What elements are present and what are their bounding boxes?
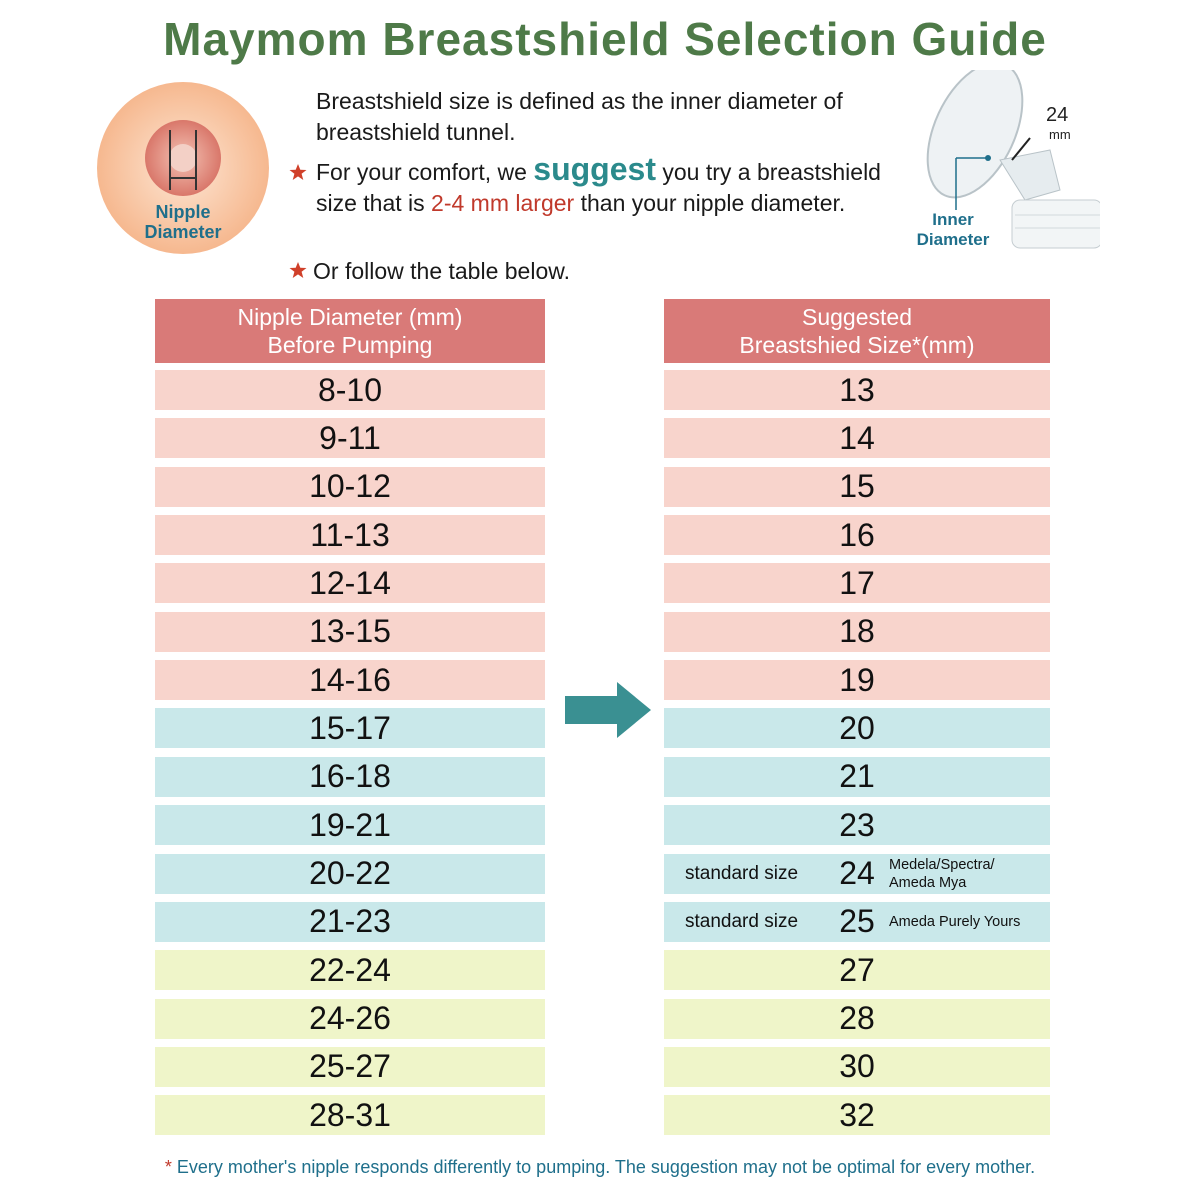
star-icon: [289, 262, 307, 278]
size-cell: 13: [664, 370, 1050, 410]
header-line: Nipple Diameter (mm): [237, 304, 463, 330]
nipple-cell: 8-10: [155, 370, 545, 410]
size: 21: [839, 758, 875, 795]
shield-unit: mm: [1049, 127, 1071, 142]
header-line: Breastshied Size*(mm): [739, 332, 975, 358]
size-label: standard size: [685, 862, 799, 884]
tip-2: Or follow the table below.: [313, 258, 570, 284]
size-cell: 25 standard size Ameda Purely Yours: [664, 901, 1050, 942]
size-cell: 19: [664, 660, 1050, 701]
footnote-text: Every mother's nipple responds different…: [176, 1157, 1036, 1177]
size: 24: [839, 855, 875, 891]
size: 23: [839, 806, 875, 843]
size: 17: [839, 564, 875, 601]
nipple-cell: 24-26: [155, 998, 545, 1039]
nipple-cell: 14-16: [155, 660, 545, 701]
nipple-cell: 13-15: [155, 611, 545, 652]
title: Maymom Breastshield Selection Guide: [163, 13, 1047, 65]
size: 14: [839, 419, 875, 456]
left-header: Nipple Diameter (mm) Before Pumping: [155, 299, 545, 363]
tip-text: than your nipple diameter.: [580, 190, 846, 216]
footnote: * Every mother's nipple responds differe…: [0, 1157, 1200, 1178]
size-cell: 27: [664, 950, 1050, 991]
size-cell: 18: [664, 611, 1050, 652]
size-label: standard size: [685, 910, 799, 932]
size: 19: [839, 661, 875, 698]
nipple-label: Nipple Diameter: [144, 202, 222, 242]
size-cell: 15: [664, 466, 1050, 507]
nipple-cell: 28-31: [155, 1095, 545, 1136]
size-cell: 21: [664, 756, 1050, 797]
emphasis: suggest: [533, 151, 656, 187]
nipple-cell: 19-21: [155, 805, 545, 846]
size-cell: 32: [664, 1095, 1050, 1136]
size-cell: 20: [664, 708, 1050, 749]
nipple-cell: 21-23: [155, 901, 545, 942]
size: 15: [839, 468, 875, 505]
shield-size: 24: [1046, 104, 1069, 126]
nipple-cell: 16-18: [155, 756, 545, 797]
nipple-cell: 20-22: [155, 853, 545, 894]
size-cell: 24 standard size Medela/Spectra/Ameda Mya: [664, 853, 1050, 894]
brand-line: Ameda Mya: [889, 874, 967, 891]
size: 32: [839, 1096, 875, 1133]
size-cell: 28: [664, 998, 1050, 1039]
nipple-cell: 10-12: [155, 466, 545, 507]
brand-line: Ameda Purely Yours: [889, 913, 1021, 930]
brand: Medela/Spectra/Ameda Mya: [889, 856, 995, 892]
nipple-cell: 25-27: [155, 1046, 545, 1087]
header-line: Suggested: [802, 304, 912, 330]
tip: For your comfort, we suggest you try a b…: [316, 151, 886, 219]
nipple-cell: 12-14: [155, 563, 545, 604]
footnote-mark: *: [164, 1157, 172, 1177]
tip-text: For your comfort, we: [316, 159, 527, 185]
inner-label: Inner Diameter: [916, 210, 990, 249]
size-cell: 23: [664, 805, 1050, 846]
size-cell: 16: [664, 515, 1050, 556]
size: 27: [839, 951, 875, 988]
size: 25: [839, 903, 875, 940]
size: 13: [839, 371, 875, 408]
breastshield-illustration: [926, 70, 1100, 249]
size: 16: [839, 516, 875, 553]
size: 28: [839, 1000, 875, 1037]
star-icon: [289, 164, 307, 180]
brand: Ameda Purely Yours: [889, 913, 1020, 931]
size-cell: 14: [664, 418, 1050, 459]
brand-line: Medela/Spectra/: [889, 856, 995, 873]
size: 30: [839, 1048, 875, 1085]
size: 20: [839, 709, 875, 746]
nipple-illustration: [97, 82, 269, 254]
size-cell: 17: [664, 563, 1050, 604]
header-line: Before Pumping: [267, 332, 433, 358]
tip-text: you try a breastshield size that is: [316, 159, 881, 216]
right-header: Suggested Breastshied Size*(mm): [664, 299, 1050, 363]
size: 18: [839, 613, 875, 650]
nipple-cell: 11-13: [155, 515, 545, 556]
size-cell: 30: [664, 1046, 1050, 1087]
arrow: [565, 682, 651, 738]
nipple-cell: 15-17: [155, 708, 545, 749]
nipple-cell: 9-11: [155, 418, 545, 459]
highlight: 2-4 mm larger: [431, 190, 575, 216]
nipple-cell: 22-24: [155, 950, 545, 991]
intro: Breastshield size is defined as the inne…: [316, 88, 843, 145]
